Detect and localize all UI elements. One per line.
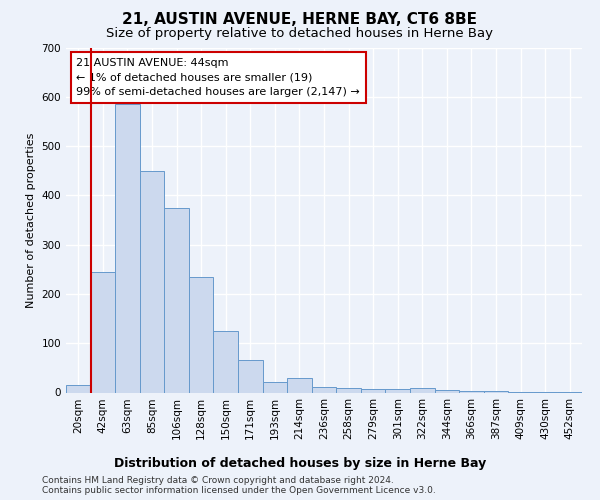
Bar <box>287 378 312 392</box>
Text: Size of property relative to detached houses in Herne Bay: Size of property relative to detached ho… <box>107 28 493 40</box>
Text: 21 AUSTIN AVENUE: 44sqm
← 1% of detached houses are smaller (19)
99% of semi-det: 21 AUSTIN AVENUE: 44sqm ← 1% of detached… <box>76 58 360 98</box>
Bar <box>263 382 287 392</box>
Bar <box>91 272 115 392</box>
Bar <box>410 388 434 392</box>
Bar <box>140 170 164 392</box>
Bar <box>66 385 91 392</box>
Bar <box>484 391 508 392</box>
Bar <box>238 360 263 392</box>
Bar <box>164 208 189 392</box>
Text: Distribution of detached houses by size in Herne Bay: Distribution of detached houses by size … <box>114 458 486 470</box>
Bar <box>336 388 361 392</box>
Bar <box>189 276 214 392</box>
Bar <box>115 104 140 393</box>
Y-axis label: Number of detached properties: Number of detached properties <box>26 132 36 308</box>
Text: Contains HM Land Registry data © Crown copyright and database right 2024.
Contai: Contains HM Land Registry data © Crown c… <box>42 476 436 495</box>
Bar <box>385 388 410 392</box>
Bar <box>434 390 459 392</box>
Text: 21, AUSTIN AVENUE, HERNE BAY, CT6 8BE: 21, AUSTIN AVENUE, HERNE BAY, CT6 8BE <box>122 12 478 28</box>
Bar <box>459 391 484 392</box>
Bar <box>312 386 336 392</box>
Bar <box>214 331 238 392</box>
Bar <box>361 388 385 392</box>
